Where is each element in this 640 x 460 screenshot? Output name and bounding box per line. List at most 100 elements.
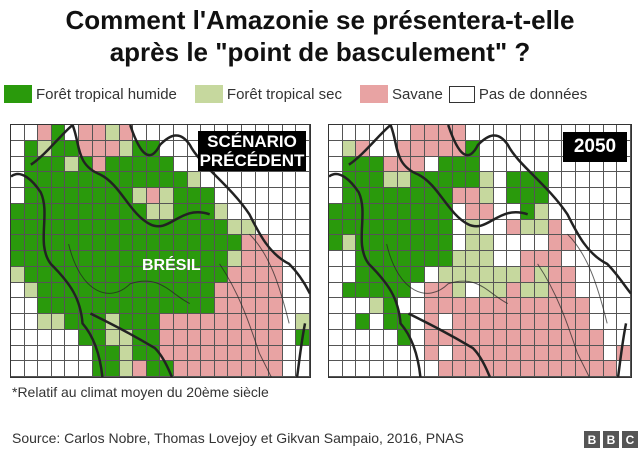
grid-cell bbox=[342, 266, 357, 283]
grid-cell bbox=[452, 219, 467, 236]
grid-cell bbox=[65, 140, 79, 157]
grid-cell bbox=[106, 125, 120, 141]
grid-cell bbox=[269, 251, 283, 267]
grid-cell bbox=[534, 266, 549, 283]
grid-cell bbox=[146, 361, 161, 377]
grid-cell bbox=[576, 188, 590, 204]
grid-cell bbox=[282, 219, 297, 236]
grid-cell bbox=[370, 125, 384, 141]
grid-cell bbox=[356, 156, 371, 173]
grid-cell bbox=[521, 156, 535, 173]
grid-cell bbox=[493, 172, 508, 188]
grid-cell bbox=[106, 203, 120, 220]
grid-cell bbox=[438, 345, 453, 362]
grid-cell bbox=[507, 361, 522, 377]
grid-cell bbox=[466, 172, 480, 188]
grid-cell bbox=[617, 329, 631, 346]
grid-cell bbox=[411, 266, 426, 283]
grid-cell bbox=[397, 361, 412, 377]
grid-cell bbox=[548, 329, 563, 346]
grid-cell bbox=[493, 345, 508, 362]
grid-cell bbox=[133, 235, 147, 251]
grid-cell bbox=[383, 140, 398, 157]
grid-cell bbox=[466, 251, 480, 267]
grid-cell bbox=[383, 282, 398, 299]
grid-cell bbox=[411, 329, 426, 346]
grid-cell bbox=[269, 172, 283, 188]
grid-cell bbox=[480, 298, 494, 314]
grid-cell bbox=[534, 235, 549, 251]
bbc-logo: B B C bbox=[584, 431, 638, 448]
grid-cell bbox=[521, 251, 535, 267]
grid-cell bbox=[548, 203, 563, 220]
grid-cell bbox=[187, 345, 202, 362]
grid-cell bbox=[493, 251, 508, 267]
grid-cell bbox=[589, 345, 604, 362]
grid-cell bbox=[119, 125, 134, 141]
grid-cell bbox=[480, 282, 494, 299]
grid-cell bbox=[562, 282, 577, 299]
grid-cell bbox=[214, 172, 229, 188]
source-credit: Source: Carlos Nobre, Thomas Lovejoy et … bbox=[12, 430, 464, 446]
grid-cell bbox=[282, 345, 297, 362]
grid-cell bbox=[201, 203, 215, 220]
grid-cell bbox=[282, 251, 297, 267]
grid-cell bbox=[269, 329, 283, 346]
grid-cell bbox=[255, 188, 270, 204]
grid-cell bbox=[255, 251, 270, 267]
grid-cell bbox=[425, 251, 439, 267]
grid-cell bbox=[11, 361, 25, 377]
grid-cell bbox=[342, 188, 357, 204]
grid-cell bbox=[342, 251, 357, 267]
grid-cell bbox=[562, 219, 577, 236]
grid-cell bbox=[425, 188, 439, 204]
grid-cell bbox=[51, 345, 66, 362]
grid-cell bbox=[160, 298, 175, 314]
grid-cell bbox=[255, 282, 270, 299]
grid-cell bbox=[507, 156, 522, 173]
grid-cell bbox=[562, 188, 577, 204]
grid-cell bbox=[438, 156, 453, 173]
grid-cell bbox=[11, 345, 25, 362]
grid-cell bbox=[342, 329, 357, 346]
grid-cell bbox=[146, 314, 161, 330]
grid-cell bbox=[534, 298, 549, 314]
grid-cell bbox=[228, 235, 243, 251]
grid-cell bbox=[576, 329, 590, 346]
grid-cell bbox=[466, 156, 480, 173]
grid-cell bbox=[521, 203, 535, 220]
grid-cell bbox=[507, 251, 522, 267]
grid-cell bbox=[383, 203, 398, 220]
grid-cell bbox=[160, 361, 175, 377]
grid-cell bbox=[242, 203, 256, 220]
grid-cell bbox=[51, 125, 66, 141]
grid-cell bbox=[214, 251, 229, 267]
grid-cell bbox=[534, 125, 549, 141]
grid-cell bbox=[201, 251, 215, 267]
grid-cell bbox=[296, 329, 310, 346]
grid-cell bbox=[452, 361, 467, 377]
grid-cell bbox=[24, 140, 39, 157]
grid-cell bbox=[78, 266, 93, 283]
grid-cell bbox=[119, 298, 134, 314]
grid-cell bbox=[370, 345, 384, 362]
grid-cell bbox=[24, 361, 39, 377]
grid-cell bbox=[146, 219, 161, 236]
grid-cell bbox=[51, 188, 66, 204]
grid-cell bbox=[329, 251, 343, 267]
grid-cell bbox=[438, 282, 453, 299]
grid-cell bbox=[329, 282, 343, 299]
grid-cell bbox=[589, 314, 604, 330]
grid-cell bbox=[397, 251, 412, 267]
grid-cell bbox=[548, 172, 563, 188]
grid-cell bbox=[106, 251, 120, 267]
grid-cell bbox=[255, 314, 270, 330]
grid-cell bbox=[296, 298, 310, 314]
grid-cell bbox=[521, 266, 535, 283]
grid-cell bbox=[534, 156, 549, 173]
grid-cell bbox=[38, 140, 52, 157]
grid-cell bbox=[507, 203, 522, 220]
grid-cell bbox=[329, 156, 343, 173]
grid-cell bbox=[65, 235, 79, 251]
grid-cell bbox=[356, 329, 371, 346]
